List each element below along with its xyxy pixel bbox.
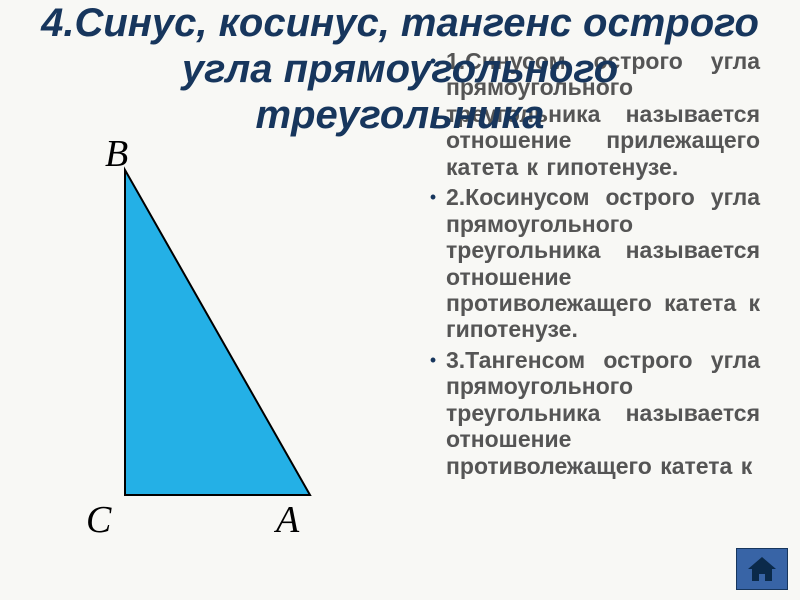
bullet-icon: • bbox=[420, 347, 446, 373]
home-icon bbox=[745, 555, 779, 583]
triangle-polygon bbox=[125, 170, 310, 495]
triangle-shape bbox=[80, 150, 350, 530]
home-button[interactable] bbox=[736, 548, 788, 590]
bullet-icon: • bbox=[420, 184, 446, 210]
vertex-label-b: B bbox=[105, 132, 128, 176]
vertex-label-a: A bbox=[276, 498, 299, 542]
slide-title: 4.Синус, косинус, тангенс острого угла п… bbox=[40, 0, 760, 138]
definition-item: • 2.Косинусом острого угла прямоугольног… bbox=[420, 184, 760, 343]
definition-text: 2.Косинусом острого угла прямоугольного … bbox=[446, 184, 760, 343]
definition-item: • 3.Тангенсом острого угла прямоугольног… bbox=[420, 347, 760, 479]
vertex-label-c: C bbox=[86, 498, 111, 542]
definition-text: 3.Тангенсом острого угла прямоугольного … bbox=[446, 347, 760, 479]
triangle-diagram: B C A bbox=[80, 150, 350, 530]
